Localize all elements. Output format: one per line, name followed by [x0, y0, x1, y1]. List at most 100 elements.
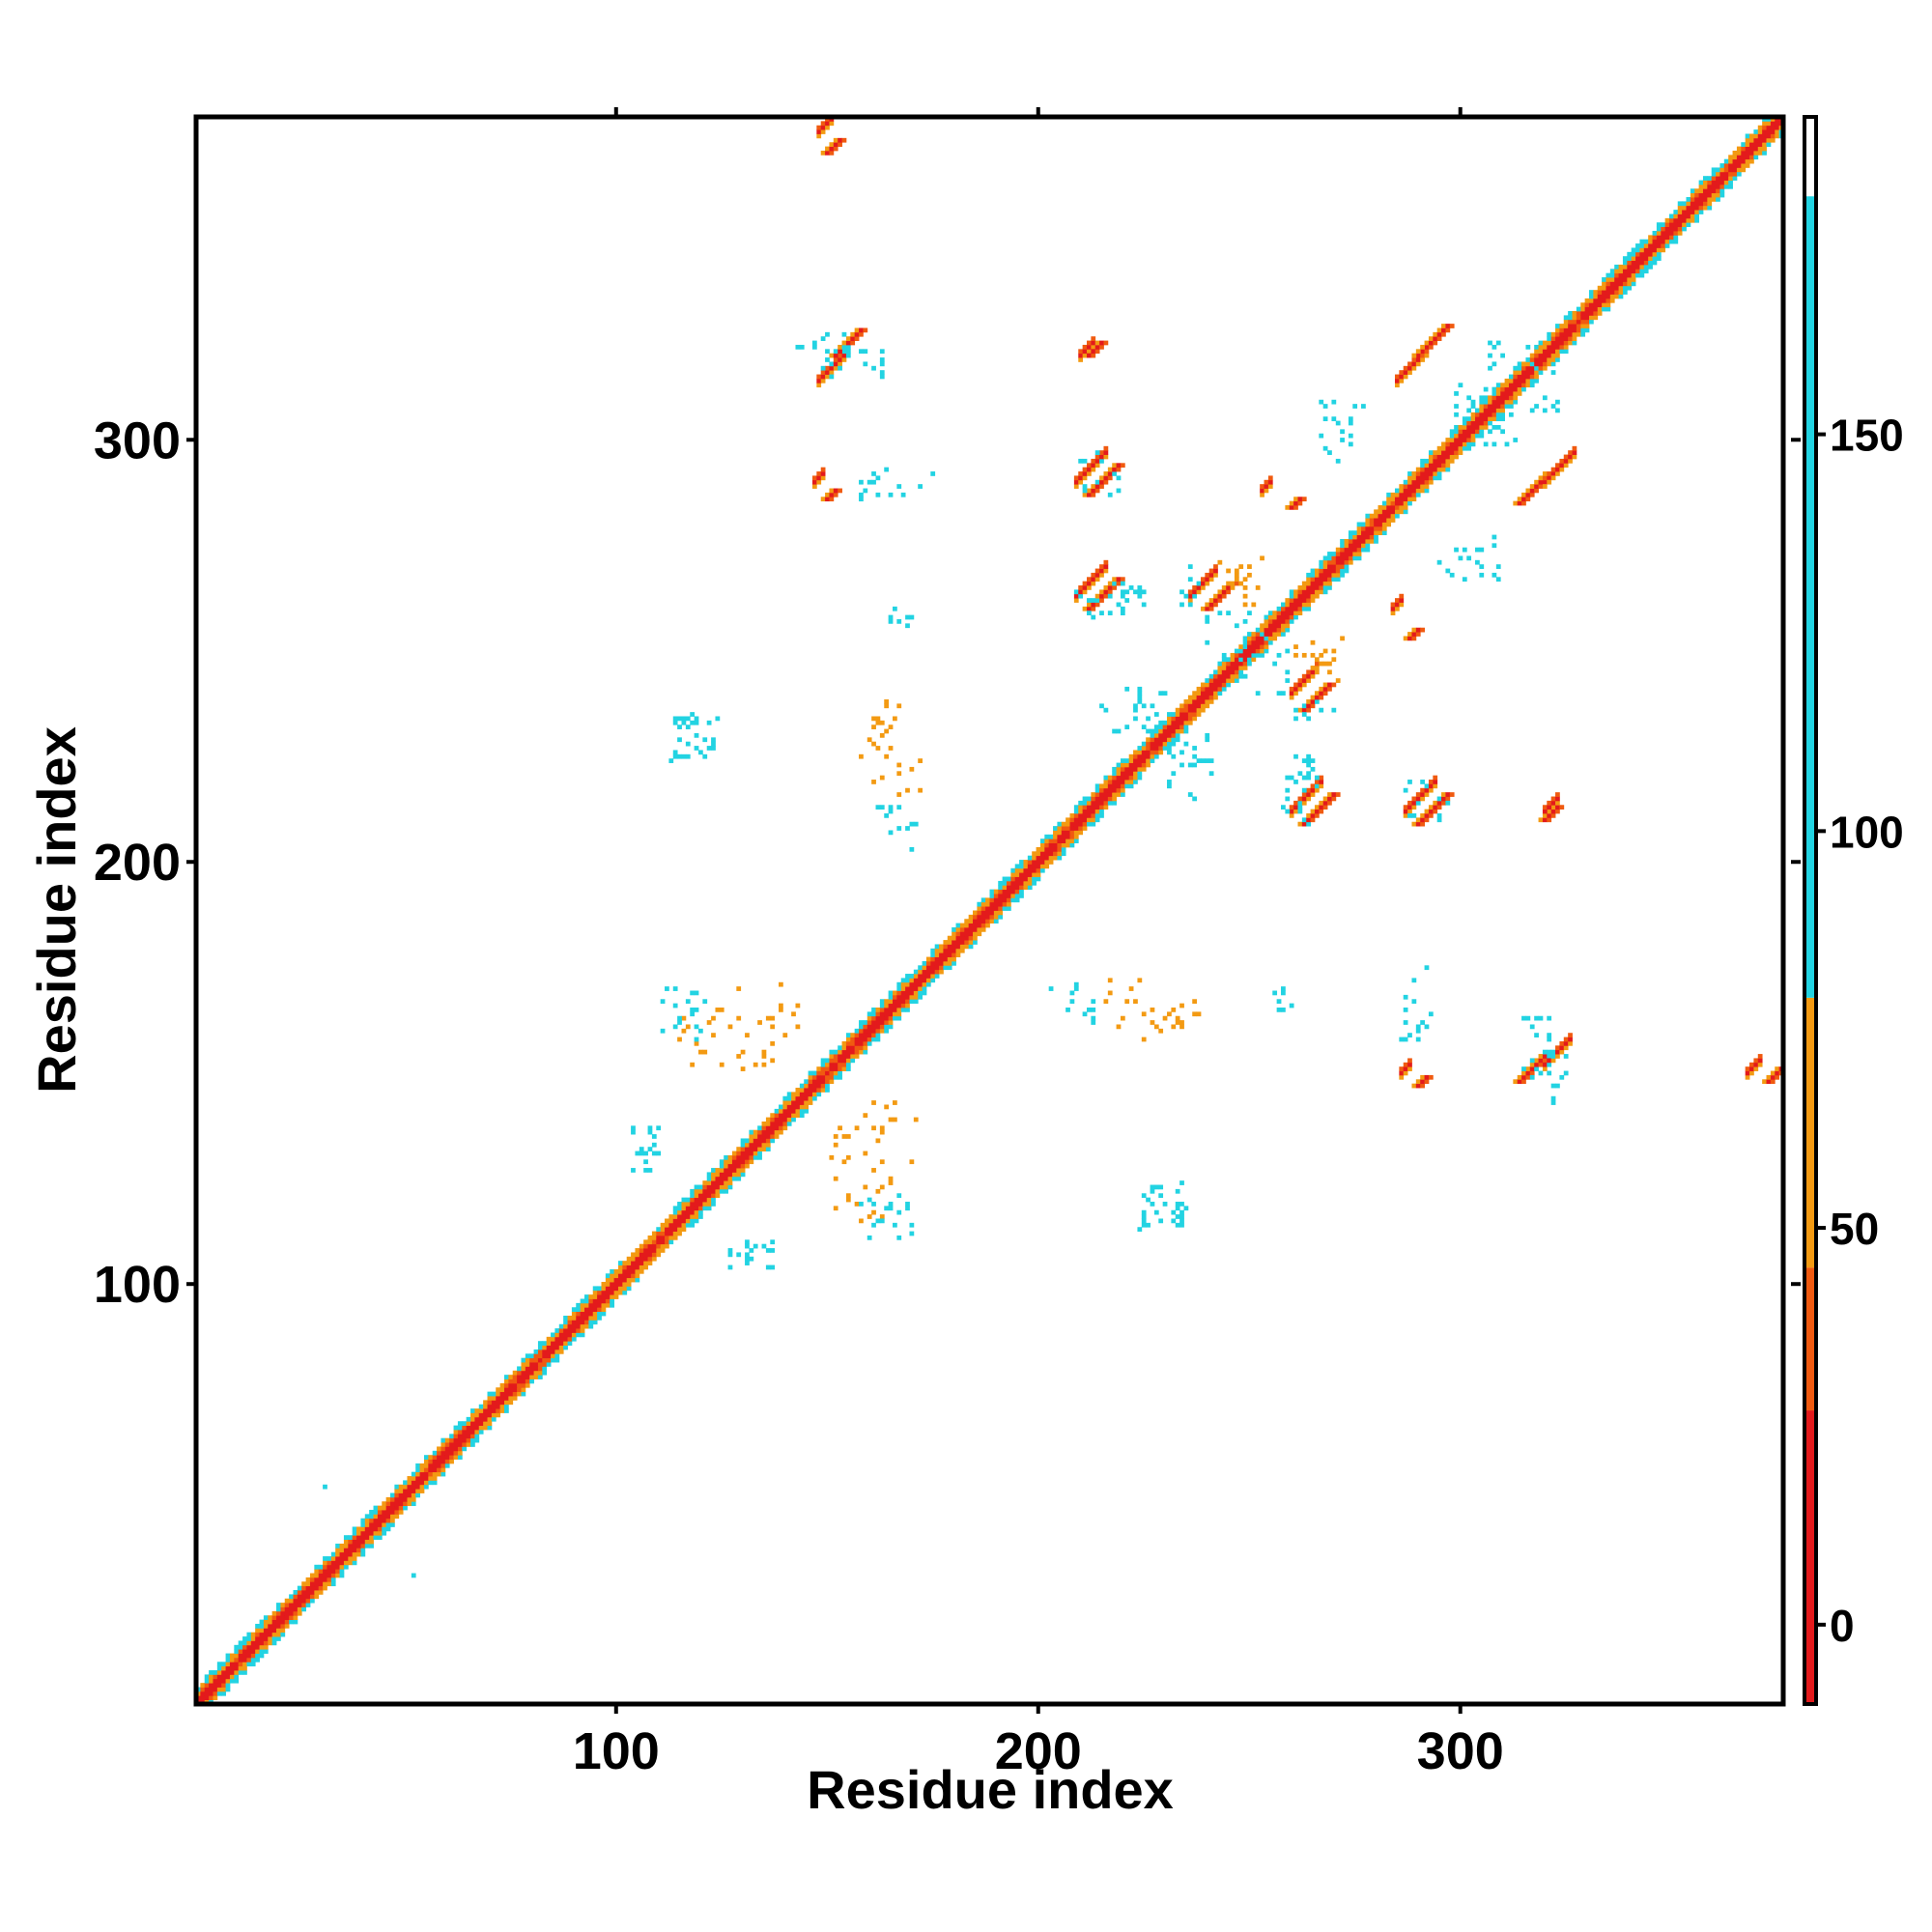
heat-cell: [1702, 205, 1708, 211]
heat-cell: [719, 1172, 724, 1178]
heat-cell: [690, 1218, 696, 1224]
heat-cell: [576, 1311, 582, 1317]
heat-cell: [930, 960, 936, 966]
heat-cell: [1538, 349, 1544, 355]
heat-cell: [943, 940, 949, 945]
heat-cell: [1352, 547, 1358, 553]
heat-cell: [1568, 1037, 1573, 1042]
heat-cell: [1158, 720, 1164, 725]
heat-cell: [672, 1206, 678, 1211]
heat-cell: [727, 1176, 733, 1181]
heat-cell: [749, 1129, 754, 1135]
heat-cell: [863, 1049, 868, 1055]
heat-cell: [1281, 627, 1286, 633]
heat-cell: [242, 1644, 247, 1650]
heat-cell: [1403, 787, 1408, 793]
heat-cell: [850, 1054, 856, 1059]
heat-cell: [1306, 707, 1311, 713]
heat-cell: [1475, 433, 1480, 439]
heat-cell: [1525, 492, 1531, 497]
heat-cell: [558, 1323, 564, 1329]
heat-cell: [1027, 855, 1033, 861]
heat-cell: [576, 1302, 582, 1308]
heat-cell: [483, 1421, 488, 1426]
heat-cell: [335, 1569, 340, 1574]
heat-cell: [668, 1227, 674, 1232]
heat-cell: [1563, 1054, 1569, 1059]
heat-cell: [884, 1104, 890, 1110]
heat-cell: [672, 1218, 678, 1224]
heat-cell: [1319, 589, 1324, 595]
heat-cell: [1179, 602, 1184, 608]
heat-cell: [1399, 602, 1405, 608]
heat-cell: [419, 1467, 425, 1473]
heat-cell: [369, 1522, 374, 1527]
heat-cell: [1205, 602, 1210, 608]
heat-cell: [1614, 290, 1619, 295]
heat-cell: [1314, 666, 1320, 670]
heat-cell: [423, 1455, 429, 1460]
heat-cell: [1187, 707, 1193, 713]
heat-cell: [1656, 251, 1662, 257]
heat-cell: [394, 1484, 400, 1490]
heat-cell: [1433, 775, 1438, 781]
heat-cell: [1234, 666, 1239, 670]
heat-cell: [1297, 611, 1303, 616]
heat-cell: [1547, 1058, 1552, 1064]
heat-cell: [323, 1577, 327, 1582]
heat-cell: [1014, 872, 1020, 877]
heat-cell: [1103, 340, 1109, 346]
heat-cell: [1702, 197, 1708, 202]
heat-cell: [1087, 344, 1092, 350]
heat-cell: [382, 1514, 387, 1520]
heat-cell: [1200, 686, 1206, 692]
heat-cell: [1436, 463, 1442, 469]
heat-cell: [1424, 479, 1430, 485]
heat-cell: [1293, 602, 1298, 608]
heat-cell: [597, 1290, 602, 1295]
heat-cell: [959, 931, 965, 937]
heat-cell: [850, 336, 856, 341]
heat-cell: [1732, 167, 1738, 173]
heat-cell: [1399, 370, 1405, 375]
heat-cell: [1690, 201, 1695, 207]
heat-cell: [825, 125, 830, 130]
heat-cell: [411, 1573, 416, 1578]
heat-cell: [209, 1674, 213, 1680]
heat-cell: [1293, 780, 1298, 784]
heat-cell: [1162, 1202, 1168, 1207]
heat-cell: [229, 1653, 235, 1659]
heat-cell: [1289, 775, 1294, 781]
heat-cell: [1479, 399, 1485, 405]
heat-cell: [377, 1514, 383, 1520]
heat-cell: [909, 1231, 915, 1236]
heat-cell: [204, 1683, 210, 1688]
heat-cell: [1766, 137, 1772, 143]
heat-cell: [888, 830, 894, 836]
heat-cell: [1602, 281, 1606, 287]
heat-cell: [1032, 880, 1037, 886]
heat-cell: [1495, 416, 1501, 422]
heat-cell: [740, 1172, 746, 1178]
heat-cell: [1686, 210, 1691, 214]
heat-cell: [1301, 787, 1307, 793]
heat-cell: [1538, 365, 1544, 371]
heat-cell: [875, 1218, 881, 1224]
heat-cell: [694, 1202, 699, 1207]
heat-cell: [1158, 746, 1164, 751]
heat-cell: [1322, 572, 1328, 578]
heat-cell: [740, 1049, 746, 1055]
heat-cell: [702, 1206, 708, 1211]
heat-cell: [314, 1594, 320, 1600]
heat-cell: [323, 1564, 327, 1570]
heat-cell: [499, 1408, 505, 1413]
heat-cell: [1276, 623, 1282, 629]
heat-cell: [660, 999, 666, 1005]
heat-cell: [234, 1665, 240, 1671]
heat-cell: [1010, 894, 1016, 898]
heat-cell: [702, 1180, 708, 1185]
heat-cell: [1057, 842, 1063, 848]
heat-cell: [1103, 775, 1109, 781]
heat-cell: [1555, 792, 1560, 797]
heat-cell: [925, 969, 931, 975]
